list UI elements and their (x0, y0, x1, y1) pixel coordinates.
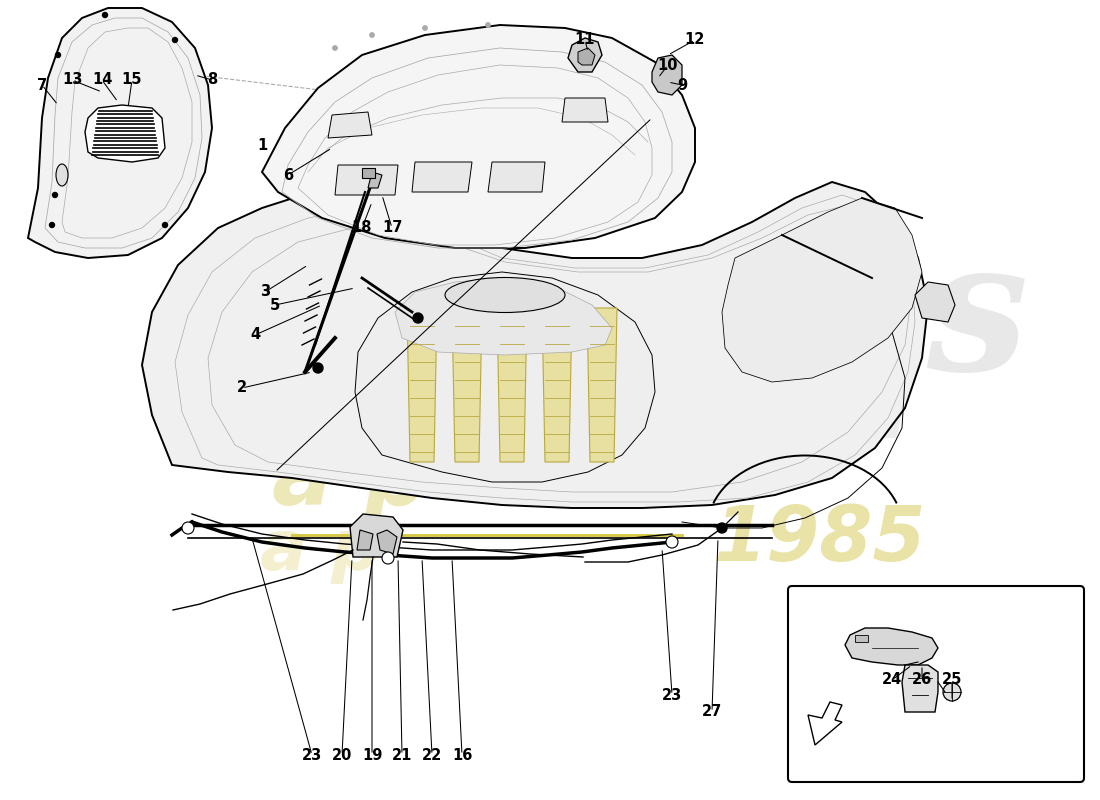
Polygon shape (722, 198, 922, 382)
Text: 11: 11 (574, 33, 595, 47)
Circle shape (102, 13, 108, 18)
Circle shape (55, 53, 60, 58)
Text: 24: 24 (882, 673, 902, 687)
Circle shape (717, 523, 727, 533)
Text: 1: 1 (257, 138, 267, 153)
Polygon shape (262, 25, 695, 248)
Polygon shape (362, 168, 375, 178)
Circle shape (182, 522, 194, 534)
Text: 9: 9 (676, 78, 688, 93)
Circle shape (173, 38, 177, 42)
Text: es: es (812, 232, 1028, 408)
Polygon shape (377, 530, 397, 554)
Circle shape (486, 22, 491, 27)
Text: 23: 23 (662, 687, 682, 702)
Polygon shape (855, 635, 868, 642)
Circle shape (163, 222, 167, 227)
Polygon shape (368, 172, 382, 188)
Polygon shape (336, 165, 398, 195)
Circle shape (412, 313, 424, 323)
Polygon shape (407, 308, 437, 462)
Ellipse shape (446, 278, 565, 313)
Polygon shape (452, 308, 482, 462)
Polygon shape (568, 38, 602, 72)
Polygon shape (358, 530, 373, 550)
Polygon shape (412, 162, 472, 192)
Text: 19: 19 (362, 747, 382, 762)
Polygon shape (350, 514, 403, 557)
Text: a p: a p (260, 517, 381, 583)
Text: 5: 5 (270, 298, 280, 313)
Circle shape (370, 33, 374, 37)
Polygon shape (28, 8, 212, 258)
Text: 6: 6 (283, 167, 293, 182)
Text: 23: 23 (301, 747, 322, 762)
Text: 18: 18 (352, 221, 372, 235)
Polygon shape (845, 628, 938, 665)
Text: 22: 22 (422, 747, 442, 762)
Polygon shape (497, 308, 527, 462)
Circle shape (53, 193, 57, 198)
Circle shape (422, 26, 427, 30)
Polygon shape (652, 55, 682, 95)
Circle shape (333, 46, 338, 50)
Polygon shape (542, 308, 572, 462)
Polygon shape (328, 112, 372, 138)
Circle shape (314, 363, 323, 373)
Polygon shape (808, 702, 842, 745)
Text: 15: 15 (122, 73, 142, 87)
Text: a p: a p (272, 436, 428, 524)
Polygon shape (85, 105, 165, 162)
Polygon shape (395, 278, 612, 355)
Text: 8: 8 (207, 73, 217, 87)
Text: 3: 3 (260, 285, 271, 299)
Text: 7: 7 (37, 78, 47, 93)
Text: E: E (807, 333, 913, 467)
FancyBboxPatch shape (788, 586, 1084, 782)
Polygon shape (902, 665, 938, 712)
Text: 17: 17 (382, 221, 403, 235)
Text: 2: 2 (236, 381, 248, 395)
Ellipse shape (56, 164, 68, 186)
Text: 4: 4 (250, 327, 260, 342)
Polygon shape (587, 308, 617, 462)
Text: 10: 10 (658, 58, 679, 73)
Circle shape (50, 222, 55, 227)
Text: 25: 25 (942, 673, 962, 687)
Text: 12: 12 (685, 33, 705, 47)
Polygon shape (142, 182, 928, 508)
Text: 14: 14 (91, 73, 112, 87)
Text: 27: 27 (702, 705, 722, 719)
Polygon shape (488, 162, 544, 192)
Polygon shape (562, 98, 608, 122)
Circle shape (382, 552, 394, 564)
Circle shape (666, 536, 678, 548)
Text: 20: 20 (332, 747, 352, 762)
Text: 21: 21 (392, 747, 412, 762)
Circle shape (943, 683, 961, 701)
Polygon shape (578, 48, 595, 65)
Text: 26: 26 (912, 673, 932, 687)
Text: 16: 16 (452, 747, 472, 762)
Text: 13: 13 (62, 73, 82, 87)
Polygon shape (355, 272, 654, 482)
Polygon shape (915, 282, 955, 322)
Text: 1985: 1985 (714, 503, 926, 577)
